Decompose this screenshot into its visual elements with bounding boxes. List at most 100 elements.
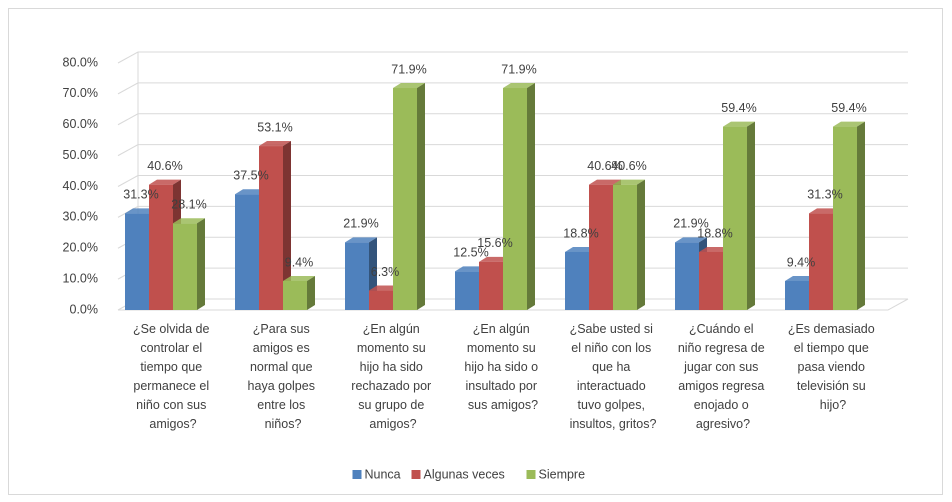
bar-front: [833, 126, 857, 310]
value-label: 18.8%: [697, 226, 732, 240]
y-tick-label: 70.0%: [63, 86, 98, 100]
x-tick-label-line: rechazado por: [351, 379, 434, 393]
bar: [283, 275, 315, 310]
bar-front: [369, 290, 393, 310]
x-tick-label-line: niño regresa de: [678, 341, 768, 355]
bar-side: [417, 83, 425, 310]
x-tick-label-line: insultado por: [465, 379, 540, 393]
floor-right: [887, 298, 909, 311]
x-tick-label-line: jugar con sus: [683, 360, 762, 374]
grid-line-side: [117, 51, 139, 64]
x-tick-label-line: amigos regresa: [678, 379, 768, 393]
bar-front: [675, 242, 699, 310]
x-tick-label-line: haya golpes: [248, 379, 319, 393]
value-label: 18.8%: [563, 226, 598, 240]
x-tick-label-line: niños?: [265, 417, 302, 431]
bar-front: [589, 184, 613, 310]
value-label: 21.9%: [343, 217, 378, 231]
value-label: 21.9%: [673, 217, 708, 231]
value-label: 71.9%: [391, 62, 426, 76]
bar: [723, 121, 755, 310]
x-tick-label-line: su grupo de: [358, 398, 428, 412]
bar-top: [613, 179, 645, 185]
x-tick-label-line: insultos, gritos?: [570, 417, 657, 431]
x-tick-label-line: ¿Cuándo el: [689, 322, 757, 336]
value-label: 40.6%: [587, 159, 622, 173]
legend-label: Algunas veces: [424, 467, 505, 481]
bar-front: [393, 88, 417, 310]
bar-top: [345, 237, 377, 243]
x-tick-label: ¿Para sus amigos es normal que haya golp…: [248, 322, 319, 431]
x-tick-label-line: que ha: [592, 360, 634, 374]
bar: [393, 83, 425, 310]
x-tick-label: ¿En algún momento su hijo ha sido o insu…: [464, 322, 541, 412]
bar-front: [259, 146, 283, 310]
bar-front: [345, 242, 369, 310]
bar-front: [125, 213, 149, 310]
grid-line-side: [117, 82, 139, 95]
y-tick-label: 10.0%: [63, 271, 98, 285]
x-tick-label-line: televisión su: [797, 379, 869, 393]
bar-top: [503, 83, 535, 89]
bar-front: [283, 280, 307, 310]
x-tick-label: ¿Se olvida de controlar el tiempo que pe…: [133, 322, 213, 431]
x-tick-label: ¿Cuándo el niño regresa de jugar con sus…: [678, 322, 768, 431]
bar-front: [479, 261, 503, 310]
legend-label: Nunca: [365, 467, 401, 481]
y-tick-label: 50.0%: [63, 148, 98, 162]
grid-line-side: [117, 175, 139, 187]
y-tick-label: 0.0%: [70, 302, 99, 316]
x-tick-label-line: ¿Se olvida de: [133, 322, 213, 336]
x-tick-label-line: agresivo?: [696, 417, 750, 431]
bar-top: [393, 83, 425, 89]
y-tick-label: 40.0%: [63, 179, 98, 193]
grid-line-side: [117, 113, 139, 126]
x-tick-label-line: hijo?: [820, 398, 846, 412]
bar-top: [833, 121, 865, 127]
x-tick-label-line: sus amigos?: [468, 398, 538, 412]
x-tick-label-line: niño con sus: [136, 398, 210, 412]
bar-front: [785, 280, 809, 310]
value-label: 9.4%: [285, 255, 314, 269]
bar-side: [527, 83, 535, 310]
bar-top: [589, 179, 621, 185]
x-tick-label: ¿Sabe usted si el niño con los que ha in…: [570, 322, 657, 431]
legend-swatch: [411, 470, 421, 479]
bar-side: [197, 218, 205, 310]
value-label: 31.3%: [123, 188, 158, 202]
bar: [259, 141, 291, 310]
x-tick-label-line: momento su: [357, 341, 429, 355]
grid-line-side: [117, 144, 139, 157]
bar-side: [637, 179, 645, 310]
bar-front: [809, 213, 833, 310]
bar-top: [675, 237, 707, 243]
x-tick-label-line: ¿En algún: [473, 322, 533, 336]
value-label: 53.1%: [257, 120, 292, 134]
legend-swatch: [352, 470, 362, 479]
bar-side: [307, 275, 315, 310]
x-tick-label-line: entre los: [257, 398, 308, 412]
x-tick-label-line: el tiempo que: [794, 341, 873, 355]
x-tick-label-line: ¿Sabe usted si: [570, 322, 657, 336]
x-tick-label: ¿En algún momento su hijo ha sido rechaz…: [351, 322, 434, 431]
bar-front: [565, 251, 589, 310]
bar-side: [747, 121, 755, 310]
y-tick-label: 60.0%: [63, 117, 98, 131]
bar-top: [173, 218, 205, 224]
bar-front: [613, 184, 637, 310]
bar-top: [283, 275, 315, 281]
x-tick-label-line: amigos?: [149, 417, 196, 431]
value-label: 28.1%: [171, 198, 206, 212]
x-tick-label-line: amigos?: [369, 417, 416, 431]
x-tick-label-line: tuvo golpes,: [578, 398, 649, 412]
x-tick-label-line: interactuado: [577, 379, 649, 393]
legend-label: Siempre: [539, 467, 586, 481]
y-tick-label: 80.0%: [63, 55, 98, 69]
value-label: 15.6%: [477, 236, 512, 250]
x-tick-label-line: enojado o: [694, 398, 752, 412]
x-tick-label: ¿Es demasiado el tiempo que pasa viendo …: [788, 322, 878, 412]
value-label: 71.9%: [501, 62, 536, 76]
bar-front: [173, 223, 197, 310]
value-label: 59.4%: [721, 101, 756, 115]
value-label: 6.3%: [371, 265, 400, 279]
